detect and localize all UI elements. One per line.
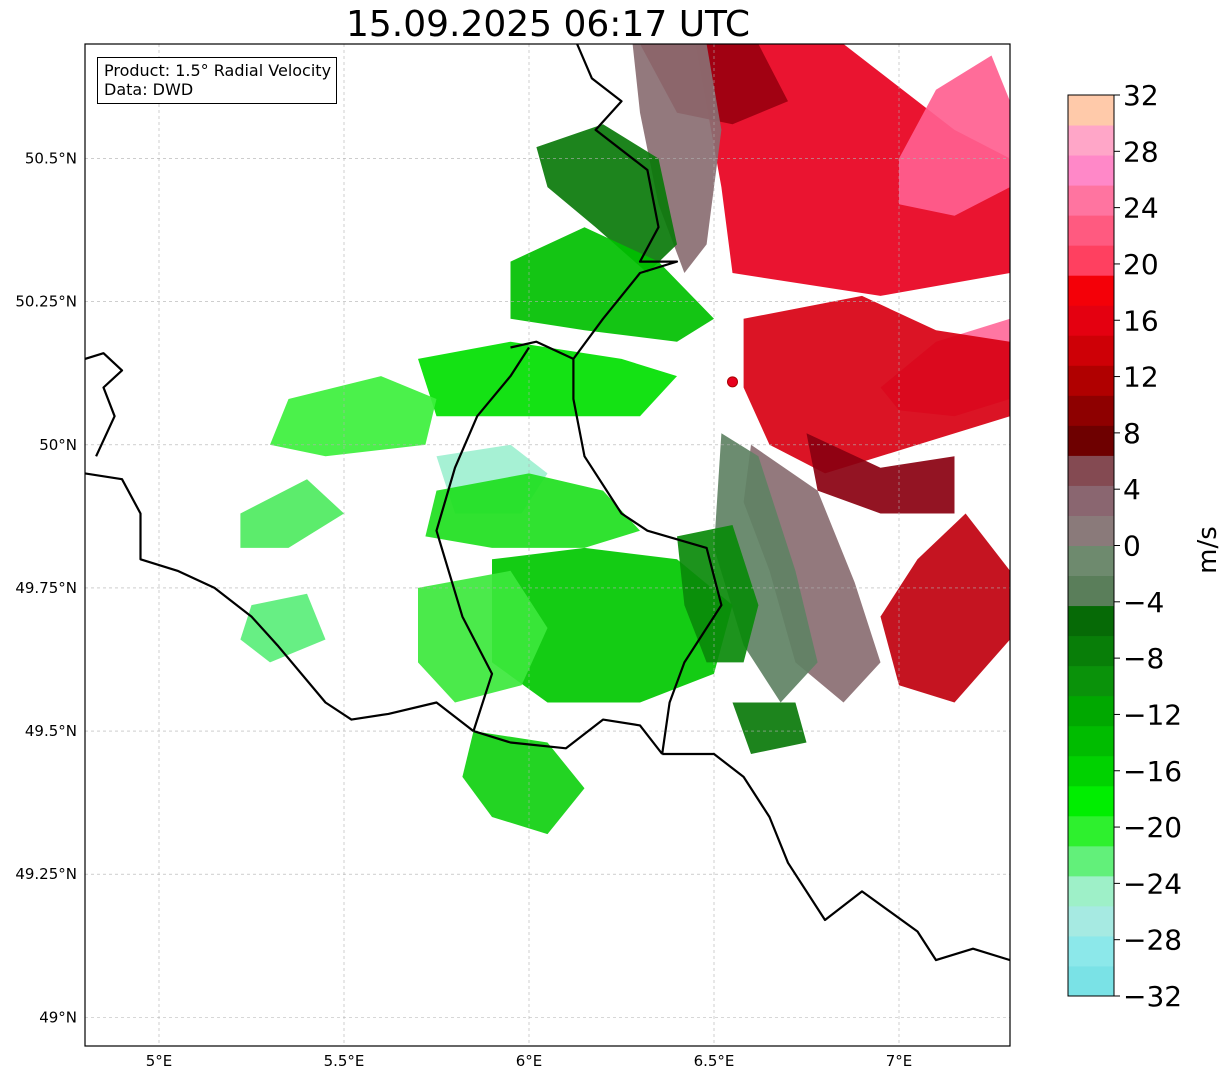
border-belgium-lux: [435, 346, 530, 732]
colorbar-tick-label: −24: [1123, 867, 1182, 900]
colorbar-segment: [1068, 335, 1114, 366]
colorbar-segment: [1068, 485, 1114, 516]
colorbar-segment: [1068, 665, 1114, 697]
border-france-belgium: [85, 472, 475, 732]
map-frame: [84, 43, 1011, 1047]
colorbar-tick-label: −16: [1123, 755, 1182, 788]
colorbar-segment: [1068, 515, 1114, 546]
colorbar-segment: [1068, 365, 1114, 396]
colorbar-tick-label: −8: [1123, 642, 1164, 675]
colorbar-segment: [1068, 305, 1114, 336]
velocity-region-inbound-green-far-south: [462, 731, 585, 835]
colorbar-tick-label: 4: [1123, 473, 1141, 506]
velocity-region-inbound-green-west-band: [418, 341, 677, 417]
colorbar-tick-label: 0: [1123, 530, 1141, 563]
velocity-region-inbound-light-west-small-2: [240, 479, 344, 548]
country-borders: [85, 44, 1010, 962]
colorbar-segment: [1068, 905, 1114, 937]
border-germany-west: [572, 44, 723, 755]
border-lux-south: [473, 718, 664, 755]
colorbar-tick-label: 32: [1123, 79, 1159, 112]
colorbar-tick-label: 8: [1123, 417, 1141, 450]
axis-ticks: 5°E 5.5°E 6°E 6.5°E 7°E 50.5°N 50.25°N 50°N 49.7…: [15, 150, 912, 1070]
map-title: 15.09.2025 06:17 UTC: [345, 4, 751, 45]
colorbar: 32 28 24 20 16 12 8 4 0 −4 −8 −12 −16 −20 −24 −28 −32: [1067, 79, 1182, 1013]
colorbar-segment: [1068, 605, 1114, 637]
info-product: Product: 1.5° Radial Velocity: [104, 61, 332, 80]
lat-tick-label: 49.75°N: [15, 579, 77, 597]
velocity-region-grey-northwest-band: [632, 44, 722, 273]
colorbar-segment: [1068, 425, 1114, 456]
colorbar-tick-label: 24: [1123, 192, 1159, 225]
colorbar-segment: [1068, 455, 1114, 486]
radar-site-layer: [727, 376, 738, 388]
border-france-east: [662, 752, 1010, 962]
colorbar-segment: [1068, 785, 1114, 817]
colorbar-tick-label: −12: [1123, 698, 1182, 731]
colorbar-segment: [1068, 875, 1114, 907]
lat-tick-label: 49.5°N: [25, 722, 77, 740]
colorbar-tick-label: −20: [1123, 811, 1182, 844]
colorbar-segment: [1068, 935, 1114, 967]
colorbar-segment: [1068, 545, 1114, 577]
border-northwest-coast: [85, 352, 124, 457]
colorbar-tick-label: 16: [1123, 304, 1159, 337]
velocity-region-outbound-pink-northeast: [899, 55, 1010, 216]
velocity-region-inbound-green-north-band: [510, 227, 714, 342]
colorbar-segment: [1068, 815, 1114, 847]
colorbar-segment: [1068, 125, 1114, 156]
colorbar-segment: [1068, 845, 1114, 877]
colorbar-tick-label: 20: [1123, 248, 1159, 281]
colorbar-segment: [1068, 275, 1114, 306]
colorbar-segment: [1068, 215, 1114, 246]
velocity-region-inbound-light-west-small: [240, 593, 326, 663]
lon-tick-label: 6°E: [516, 1052, 543, 1070]
velocity-region-outbound-dark-southeast: [806, 433, 955, 514]
velocity-region-grey-south-band: [743, 444, 881, 703]
colorbar-tick-label: 28: [1123, 135, 1159, 168]
radar-site-marker: [727, 376, 738, 388]
lat-tick-label: 50.25°N: [15, 293, 77, 311]
border-lux-north: [510, 340, 574, 360]
colorbar-label: m/s: [1193, 526, 1223, 574]
colorbar-segment: [1068, 185, 1114, 216]
info-box: Product: 1.5° Radial Velocity Data: DWD: [97, 57, 338, 104]
lat-tick-label: 50.5°N: [25, 150, 77, 168]
colorbar-tick-label: −32: [1123, 980, 1182, 1013]
lon-tick-label: 7°E: [886, 1052, 913, 1070]
lat-tick-label: 50°N: [39, 436, 77, 454]
colorbar-segment: [1068, 755, 1114, 787]
colorbar-segment: [1068, 575, 1114, 607]
velocity-region-inbound-light-southwest: [418, 570, 548, 703]
velocity-region-outbound-mid-east: [743, 295, 1010, 474]
colorbar-segment: [1068, 245, 1114, 276]
colorbar-segment: [1068, 155, 1114, 186]
colorbar-segment: [1068, 635, 1114, 667]
velocity-region-inbound-dark-green-northwest: [536, 124, 677, 273]
colorbar-segment: [1068, 695, 1114, 727]
velocity-region-inbound-dark-south-patch: [732, 702, 807, 754]
lat-tick-label: 49°N: [39, 1008, 77, 1026]
velocity-region-inbound-green-center-band: [425, 473, 640, 548]
lon-tick-label: 5.5°E: [324, 1052, 365, 1070]
lat-tick-label: 49.25°N: [15, 865, 77, 883]
colorbar-segment: [1068, 95, 1114, 126]
colorbar-segment: [1068, 965, 1114, 997]
info-source: Data: DWD: [104, 80, 194, 99]
colorbar-segment: [1068, 725, 1114, 757]
colorbar-tick-label: 12: [1123, 361, 1159, 394]
velocity-region-grey-dark-green-band: [714, 433, 818, 703]
velocity-region-inbound-light-west-band: [270, 376, 437, 457]
velocity-region-inbound-green-south-core: [492, 547, 733, 703]
velocity-region-outbound-southeast-lobe: [880, 513, 1010, 703]
gridlines: [85, 44, 1010, 1046]
lon-tick-label: 5°E: [146, 1052, 173, 1070]
colorbar-tick-label: −28: [1123, 924, 1182, 957]
velocity-data-layer: [240, 44, 1010, 835]
lon-tick-label: 6.5°E: [694, 1052, 735, 1070]
colorbar-segment: [1068, 395, 1114, 426]
colorbar-tick-label: −4: [1123, 586, 1164, 619]
